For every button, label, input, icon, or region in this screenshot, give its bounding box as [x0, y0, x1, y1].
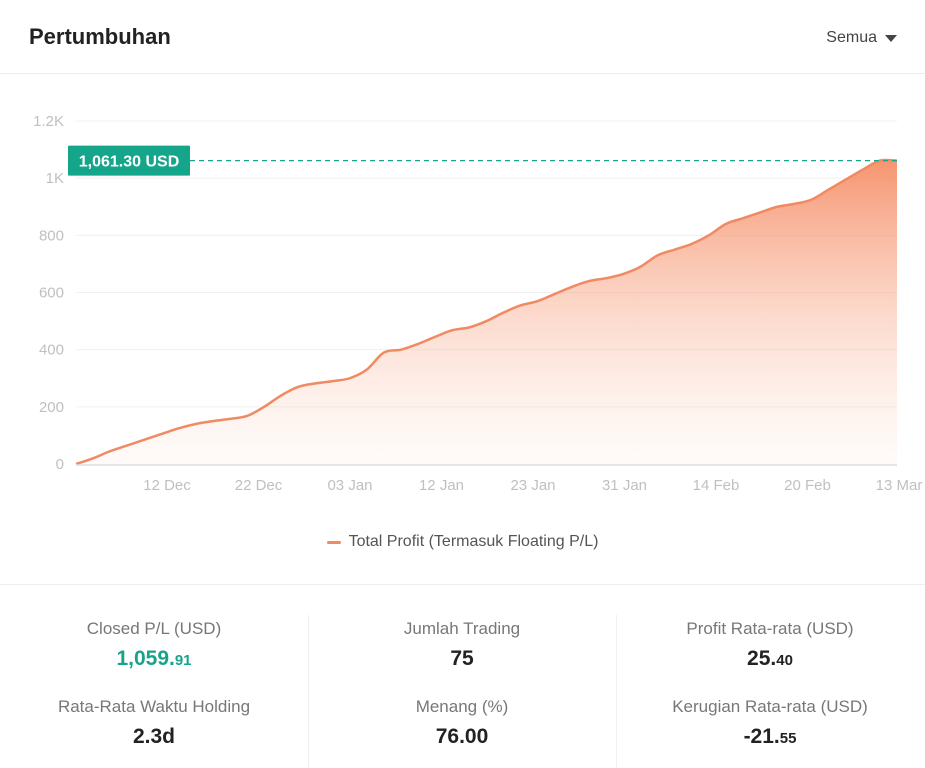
y-tick-label: 1K [46, 170, 64, 187]
stat-value: 75 [450, 647, 474, 670]
chart-area [75, 158, 898, 466]
stats-panel: Closed P/L (USD) 1,059.91 Jumlah Trading… [0, 585, 925, 768]
stat-avg-holding-time: Rata-Rata Waktu Holding 2.3d [0, 697, 308, 749]
value-badge [68, 145, 190, 176]
area-fill [76, 159, 897, 464]
stat-value: 1,059.91 [116, 647, 192, 670]
stat-win-rate: Menang (%) 76.00 [308, 697, 616, 749]
chart-header: Pertumbuhan Semua [0, 0, 925, 74]
y-tick-label: 800 [39, 227, 64, 244]
growth-chart: 0 200 400 600 800 1K 1.2K 12 Dec 22 Dec 03 Jan 12 … [33, 113, 922, 494]
period-filter-dropdown[interactable]: Semua [826, 29, 897, 47]
column-divider [308, 615, 309, 768]
y-tick-label: 200 [39, 399, 64, 416]
period-filter-label: Semua [826, 29, 877, 46]
x-tick-label: 12 Dec [143, 477, 191, 494]
x-tick-label: 23 Jan [510, 477, 555, 494]
x-tick-label: 14 Feb [693, 477, 740, 494]
stat-value: 2.3d [132, 725, 176, 748]
page-title: Pertumbuhan [29, 24, 171, 49]
x-tick-label: 31 Jan [602, 477, 647, 494]
y-tick-label: 400 [39, 342, 64, 359]
stat-label: Rata-Rata Waktu Holding [57, 697, 251, 716]
x-tick-label: 22 Dec [235, 477, 283, 494]
stat-closed-pl: Closed P/L (USD) 1,059.91 [0, 619, 308, 671]
stat-label: Menang (%) [415, 697, 509, 716]
chart-axes: 0 200 400 600 800 1K 1.2K 12 Dec 22 Dec 03 Jan 12 … [33, 113, 922, 494]
chart-legend: Total Profit (Termasuk Floating P/L) [0, 533, 925, 551]
y-tick-label: 600 [39, 285, 64, 302]
legend-label: Total Profit (Termasuk Floating P/L) [348, 533, 599, 550]
column-divider [616, 615, 617, 768]
stat-avg-loss: Kerugian Rata-rata (USD) -21.55 [616, 697, 924, 749]
section-divider [0, 584, 925, 585]
stat-label: Jumlah Trading [403, 619, 521, 638]
x-tick-label: 03 Jan [327, 477, 372, 494]
stat-avg-profit: Profit Rata-rata (USD) 25.40 [616, 619, 924, 671]
stat-label: Closed P/L (USD) [86, 619, 222, 638]
x-tick-label: 20 Feb [784, 477, 831, 494]
x-tick-label: 13 Mar [876, 477, 923, 494]
chevron-down-icon [885, 34, 897, 42]
value-badge-label: 1,061.30 USD [79, 154, 180, 171]
y-tick-label: 0 [56, 456, 64, 473]
stat-label: Kerugian Rata-rata (USD) [672, 697, 868, 716]
stat-label: Profit Rata-rata (USD) [686, 619, 854, 638]
series-line [75, 158, 898, 466]
y-tick-label: 1.2K [33, 113, 64, 130]
stat-value: 25.40 [747, 647, 793, 670]
legend-swatch [326, 540, 341, 544]
x-tick-label: 12 Jan [419, 477, 464, 494]
stat-trade-count: Jumlah Trading 75 [308, 619, 616, 671]
stat-value: 76.00 [435, 725, 489, 748]
stat-value: -21.55 [743, 725, 797, 748]
chart-annotation: 1,061.30 USD [68, 145, 897, 176]
